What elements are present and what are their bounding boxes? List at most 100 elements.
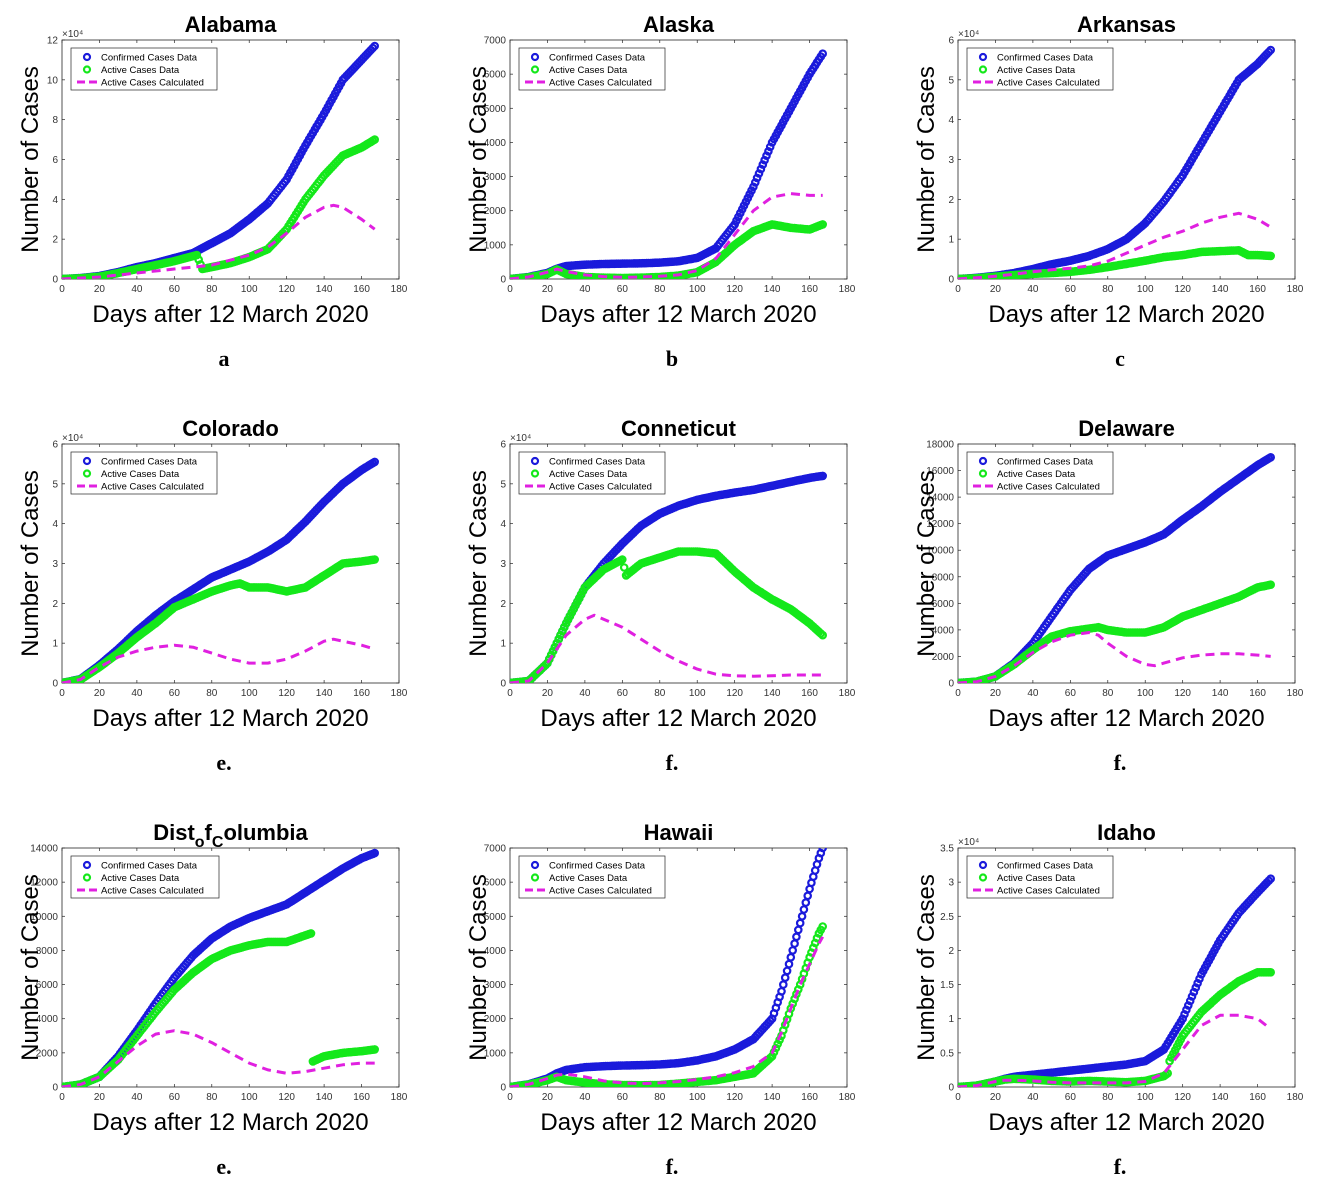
x-tick-label: 40 [1027,688,1039,699]
series-2 [62,1029,375,1087]
y-tick-label: 8 [52,115,58,126]
calculated-line [62,1029,375,1087]
y-axis-label: Number of Cases [17,470,44,657]
x-tick-label: 80 [654,1092,666,1103]
y-tick-label: 2 [500,599,506,610]
x-tick-label: 120 [278,1092,295,1103]
x-tick-label: 0 [507,1092,513,1103]
chart-title: Idaho [1097,820,1156,845]
x-tick-label: 140 [1212,284,1229,295]
y-tick-label: 16000 [926,466,954,477]
x-tick-label: 180 [1287,688,1304,699]
y-axis-label: Number of Cases [913,66,940,253]
x-tick-label: 0 [59,1092,65,1103]
y-tick-label: 10 [47,75,59,86]
y-tick-label: 0 [948,679,954,690]
x-tick-label: 20 [990,1092,1002,1103]
x-tick-label: 160 [353,284,370,295]
chart-title: Alaska [643,12,715,37]
x-axis-label: Days after 12 March 2020 [540,1109,816,1136]
legend-swatch [82,860,92,870]
x-tick-label: 80 [1102,1092,1114,1103]
chart-svg: Alaska 0 20 40 60 80 100 120 140 160 180 0 1000 2000 3… [465,12,856,328]
x-tick-label: 140 [316,284,333,295]
y-tick-label: 0 [52,275,58,286]
legend-label: Active Cases Data [549,469,628,480]
x-tick-label: 140 [316,1092,333,1103]
x-tick-label: 100 [1137,284,1154,295]
x-tick-label: 80 [1102,284,1114,295]
chart-title: DistofColumbia [153,820,308,851]
y-tick-label: 1 [948,1014,954,1025]
y-tick-label: 1000 [484,1048,507,1059]
data-point [370,135,380,144]
x-tick-label: 100 [689,284,706,295]
y-tick-label: 8000 [36,946,59,957]
x-tick-label: 180 [391,1092,408,1103]
y-tick-label: 12000 [926,519,954,530]
y-tick-label: 5 [948,75,954,86]
y-axis-label: Number of Cases [465,470,492,657]
series-2 [958,631,1271,683]
y-tick-label: 10000 [30,912,58,923]
y-tick-label: 6000 [484,70,507,81]
data-point [1178,1014,1188,1024]
legend-swatch [530,873,540,882]
legend-label: Active Cases Calculated [101,78,204,89]
y-tick-label: 14000 [30,844,58,855]
x-tick-label: 160 [1249,1092,1266,1103]
x-tick-label: 60 [1065,688,1077,699]
x-tick-label: 0 [507,284,513,295]
legend-label: Confirmed Cases Data [997,457,1094,468]
y-tick-label: 5 [52,479,58,490]
y-tick-label: 5000 [484,912,507,923]
chart-svg: Conneticut ×10⁴ 0 20 40 60 80 100 120 140 160 180 0 1… [465,416,856,732]
y-exponent-label: ×10⁴ [958,837,979,848]
x-tick-label: 140 [764,284,781,295]
x-tick-label: 160 [1249,688,1266,699]
data-point [1266,251,1276,261]
y-tick-label: 1 [52,639,58,650]
series-1 [510,547,828,683]
data-point [370,848,380,858]
x-tick-label: 100 [241,284,258,295]
x-axis-label: Days after 12 March 2020 [92,301,368,328]
legend-swatch [978,469,988,478]
chart-svg: Delaware 0 20 40 60 80 100 120 140 160 180 0 2000 400… [913,416,1304,732]
legend-label: Confirmed Cases Data [997,53,1094,64]
x-tick-label: 100 [241,1092,258,1103]
x-tick-label: 40 [1027,284,1039,295]
legend-label: Confirmed Cases Data [101,861,198,872]
legend-swatch [530,65,540,74]
legend-label: Active Cases Data [101,873,180,884]
y-tick-label: 6 [948,36,954,47]
chart-svg: Arkansas ×10⁴ 0 20 40 60 80 100 120 140 160 180 0 1 2 3… [913,12,1304,328]
chart-panel-8: Idaho ×10⁴ 0 20 40 60 80 100 120 140 160 180 0 0.5 1 1.… [896,808,1344,1200]
x-tick-label: 40 [579,1092,591,1103]
x-tick-label: 20 [542,688,554,699]
y-tick-label: 0 [500,679,506,690]
x-tick-label: 120 [1174,1092,1191,1103]
x-tick-label: 0 [955,688,961,699]
chart-title: Delaware [1078,416,1175,441]
legend-swatch [978,873,988,882]
y-tick-label: 2 [52,235,58,246]
y-tick-label: 2.5 [940,912,954,923]
y-axis-label: Number of Cases [465,874,492,1061]
data-point [818,220,828,229]
y-exponent-label: ×10⁴ [958,29,979,40]
x-tick-label: 40 [131,284,143,295]
y-tick-label: 6 [52,155,58,166]
data-point [758,160,768,169]
y-exponent-label: ×10⁴ [62,29,83,40]
y-tick-label: 4000 [932,625,955,636]
x-axis-label: Days after 12 March 2020 [540,705,816,732]
chart-svg: DistofColumbia 0 20 40 60 80 100 120 140 160 180 0 2… [17,820,408,1136]
y-tick-label: 2000 [36,1048,59,1059]
x-tick-label: 160 [1249,284,1266,295]
legend-swatch [978,456,988,466]
